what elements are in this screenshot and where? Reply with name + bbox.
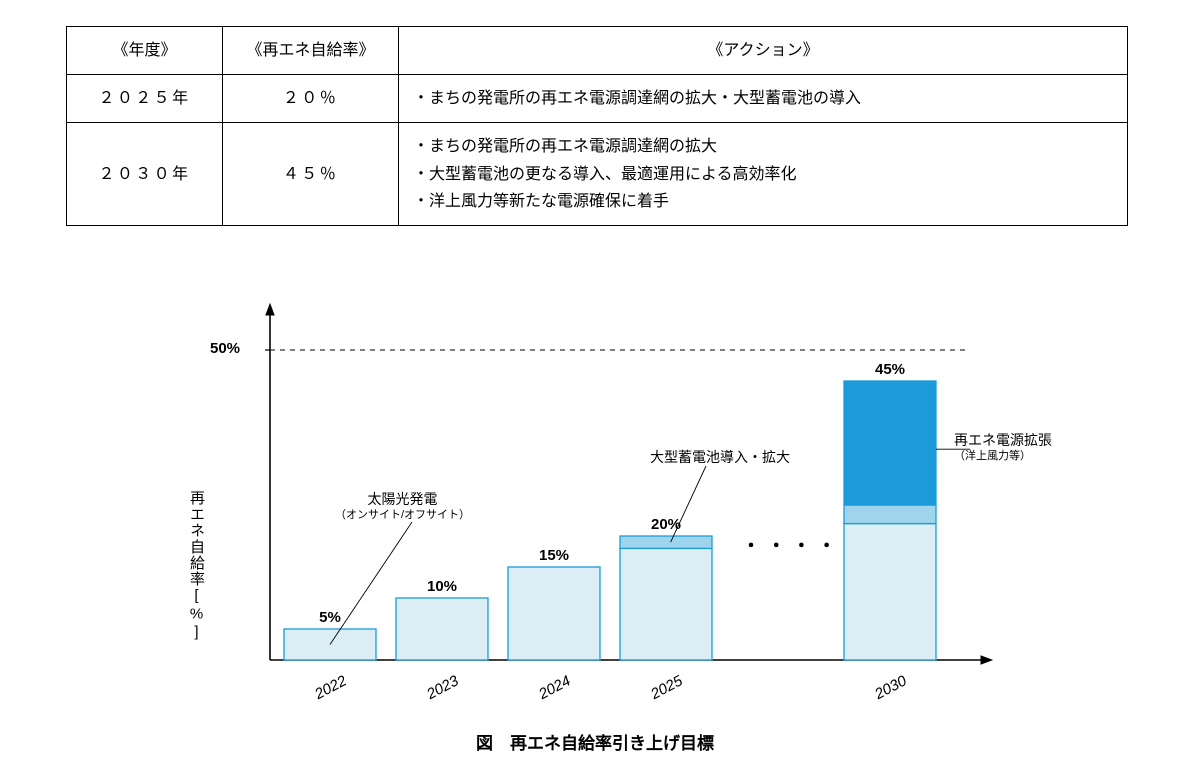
note-battery-label: 大型蓄電池導入・拡大 bbox=[650, 449, 790, 465]
cell-rate: ２０％ bbox=[223, 75, 399, 123]
cell-rate: ４５％ bbox=[223, 123, 399, 226]
targets-table: 《年度》 《再エネ自給率》 《アクション》 ２０２５年 ２０％ ・まちの発電所の… bbox=[66, 26, 1128, 226]
cell-action: ・まちの発電所の再エネ電源調達網の拡大 ・大型蓄電池の更なる導入、最適運用による… bbox=[399, 123, 1128, 226]
th-year: 《年度》 bbox=[67, 27, 223, 75]
cell-action: ・まちの発電所の再エネ電源調達網の拡大・大型蓄電池の導入 bbox=[399, 75, 1128, 123]
chart-caption: 図 再エネ自給率引き上げ目標 bbox=[180, 729, 1010, 754]
bar-label-2024: 15% bbox=[539, 547, 569, 564]
cell-year: ２０３０年 bbox=[67, 123, 223, 226]
bar-label-2025: 20% bbox=[651, 516, 681, 533]
table-row: ２０２５年 ２０％ ・まちの発電所の再エネ電源調達網の拡大・大型蓄電池の導入 bbox=[67, 75, 1128, 123]
note-solar-sublabel: （オンサイト/オフサイト） bbox=[335, 508, 470, 522]
y-tick-50: 50% bbox=[210, 340, 240, 357]
note-solar: 太陽光発電 （オンサイト/オフサイト） bbox=[335, 490, 470, 522]
note-battery: 大型蓄電池導入・拡大 bbox=[650, 448, 790, 466]
th-rate: 《再エネ自給率》 bbox=[223, 27, 399, 75]
y-axis-label: 再エネ自給率[%] bbox=[186, 490, 207, 642]
table-header-row: 《年度》 《再エネ自給率》 《アクション》 bbox=[67, 27, 1128, 75]
bar-label-2023: 10% bbox=[427, 578, 457, 595]
note-expand-sublabel: （洋上風力等） bbox=[954, 449, 1052, 463]
th-action: 《アクション》 bbox=[399, 27, 1128, 75]
bar-label-2030: 45% bbox=[875, 361, 905, 378]
self-sufficiency-chart: 再エネ自給率[%] 50% 5% 10% 15% 20% 45% 2022 20… bbox=[180, 300, 1010, 760]
cell-year: ２０２５年 bbox=[67, 75, 223, 123]
table-row: ２０３０年 ４５％ ・まちの発電所の再エネ電源調達網の拡大 ・大型蓄電池の更なる… bbox=[67, 123, 1128, 226]
note-expand-label: 再エネ電源拡張 bbox=[954, 432, 1052, 448]
bar-label-2022: 5% bbox=[319, 609, 341, 626]
note-expand: 再エネ電源拡張 （洋上風力等） bbox=[954, 431, 1052, 463]
note-solar-label: 太陽光発電 bbox=[368, 491, 438, 507]
gap-dots: ・・・・ bbox=[742, 532, 843, 558]
